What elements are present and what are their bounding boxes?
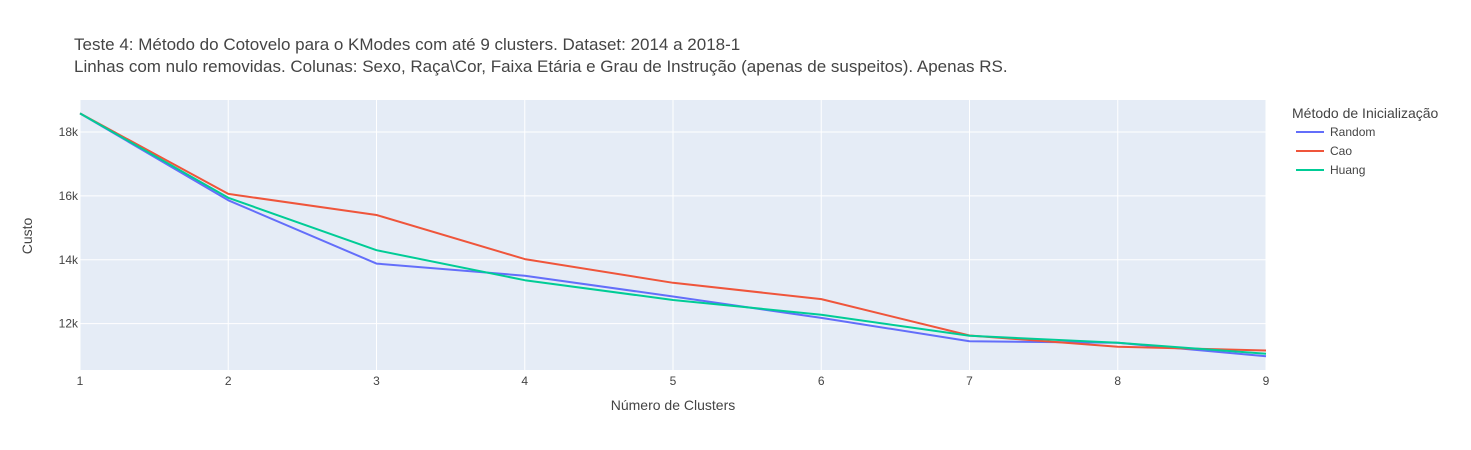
x-tick-label: 1 xyxy=(77,374,84,388)
legend-items: Random Cao Huang xyxy=(1296,125,1375,177)
y-axis-title: Custo xyxy=(19,218,35,255)
legend-title: Método de Inicialização xyxy=(1292,105,1439,121)
y-tick-label: 18k xyxy=(59,125,79,139)
x-axis-title: Número de Clusters xyxy=(611,397,736,413)
x-tick-label: 5 xyxy=(670,374,677,388)
y-tick-label: 16k xyxy=(59,189,79,203)
grid-lines xyxy=(79,100,1267,370)
legend-label-random: Random xyxy=(1330,125,1375,139)
y-axis-ticks: 12k 14k 16k 18k xyxy=(59,125,79,331)
x-tick-label: 2 xyxy=(225,374,232,388)
x-tick-label: 3 xyxy=(373,374,380,388)
legend: Método de Inicialização Random Cao Huang xyxy=(1292,105,1439,177)
x-tick-label: 9 xyxy=(1263,374,1270,388)
x-axis-ticks: 1 2 3 4 5 6 7 8 9 xyxy=(77,374,1270,388)
legend-label-huang: Huang xyxy=(1330,163,1365,177)
chart-title-line2: Linhas com nulo removidas. Colunas: Sexo… xyxy=(74,57,1008,76)
y-tick-label: 14k xyxy=(59,253,79,267)
series-lines xyxy=(79,112,1267,358)
x-tick-label: 4 xyxy=(521,374,528,388)
x-tick-label: 7 xyxy=(966,374,973,388)
series-line-huang xyxy=(79,112,1267,355)
series-line-cao xyxy=(79,112,1267,352)
x-tick-label: 6 xyxy=(818,374,825,388)
chart-title-line1: Teste 4: Método do Cotovelo para o KMode… xyxy=(74,35,740,54)
y-tick-label: 12k xyxy=(59,317,79,331)
legend-label-cao: Cao xyxy=(1330,144,1352,158)
x-tick-label: 8 xyxy=(1114,374,1121,388)
